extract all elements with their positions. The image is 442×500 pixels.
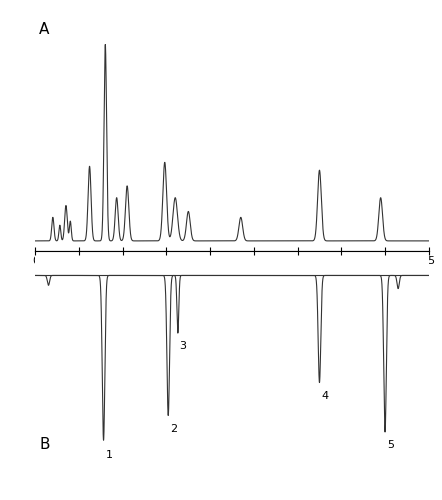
Text: 5: 5 <box>387 440 394 450</box>
Text: 2: 2 <box>170 424 177 434</box>
Text: 1: 1 <box>106 450 113 460</box>
Text: B: B <box>39 437 50 452</box>
Text: 4: 4 <box>321 391 328 401</box>
Text: A: A <box>39 22 50 37</box>
Text: 3: 3 <box>179 342 187 351</box>
